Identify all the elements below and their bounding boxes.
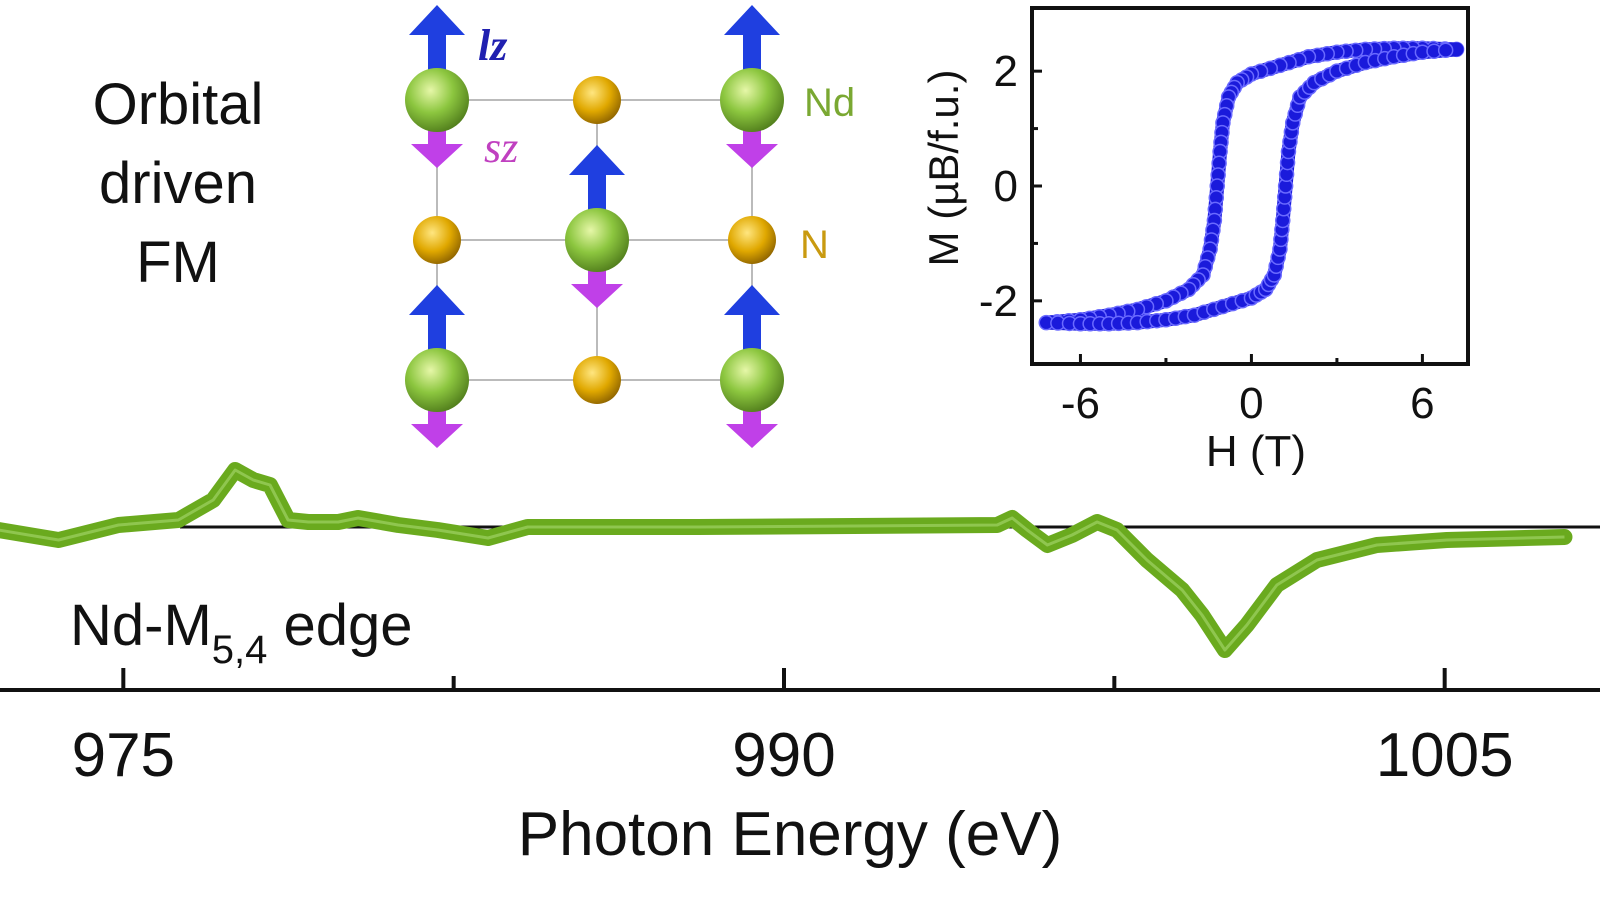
nd-atom <box>405 68 469 132</box>
title-line-2: driven <box>99 151 257 216</box>
lattice-diagram <box>405 5 784 448</box>
edge-label-tail: edge <box>267 593 412 658</box>
xtick-label: 990 <box>732 721 835 790</box>
inset-xtick-label: 0 <box>1239 379 1263 428</box>
sz-arrow-icon <box>571 260 623 308</box>
lz-label: lz <box>478 21 507 70</box>
title-line-1: Orbital <box>93 72 264 137</box>
edge-label: Nd-M5,4 edge <box>70 593 413 672</box>
nd-atom <box>720 68 784 132</box>
inset-xtick-label: 6 <box>1410 379 1434 428</box>
lz-arrow-icon <box>724 285 780 360</box>
nd-atom <box>565 208 629 272</box>
hysteresis-branch-ascending <box>1039 42 1464 331</box>
sz-arrow-icon <box>726 400 778 448</box>
inset-xtick-label: -6 <box>1061 379 1100 428</box>
edge-label-sub: 5,4 <box>212 628 268 672</box>
xmcd-chart: 975 990 1005 <box>0 462 1600 790</box>
main-xlabel: Photon Energy (eV) <box>518 800 1063 869</box>
sz-arrow-icon <box>411 120 463 168</box>
n-atom <box>413 216 461 264</box>
inset-ytick-label: -2 <box>979 277 1018 326</box>
n-label: N <box>800 223 829 267</box>
edge-label-main: Nd-M <box>70 593 212 658</box>
sz-arrow-icon <box>726 120 778 168</box>
lz-arrow-icon <box>409 285 465 360</box>
xtick-label: 975 <box>72 721 175 790</box>
lz-arrow-icon <box>409 5 465 80</box>
hysteresis-marker <box>1437 42 1454 59</box>
lz-arrow-icon <box>569 145 625 220</box>
xtick-label: 1005 <box>1376 721 1514 790</box>
hysteresis-inset: -6 0 6 -2 0 2 <box>979 6 1470 428</box>
hysteresis-branch-descending <box>1039 41 1464 330</box>
nd-atom <box>405 348 469 412</box>
lz-arrow-icon <box>724 5 780 80</box>
nd-label: Nd <box>804 81 855 125</box>
nd-atom <box>720 348 784 412</box>
n-atom <box>728 216 776 264</box>
sz-label: sz <box>484 123 518 172</box>
inset-ytick-label: 0 <box>994 162 1018 211</box>
title-line-3: FM <box>136 230 220 295</box>
sz-arrow-icon <box>411 400 463 448</box>
xmcd-curve <box>0 462 1573 658</box>
inset-ylabel: M (µB/f.u.) <box>920 70 967 267</box>
inset-ytick-label: 2 <box>994 47 1018 96</box>
xmcd-curve-highlight <box>0 468 1565 652</box>
inset-xlabel: H (T) <box>1206 427 1306 476</box>
n-atom <box>573 356 621 404</box>
n-atom <box>573 76 621 124</box>
